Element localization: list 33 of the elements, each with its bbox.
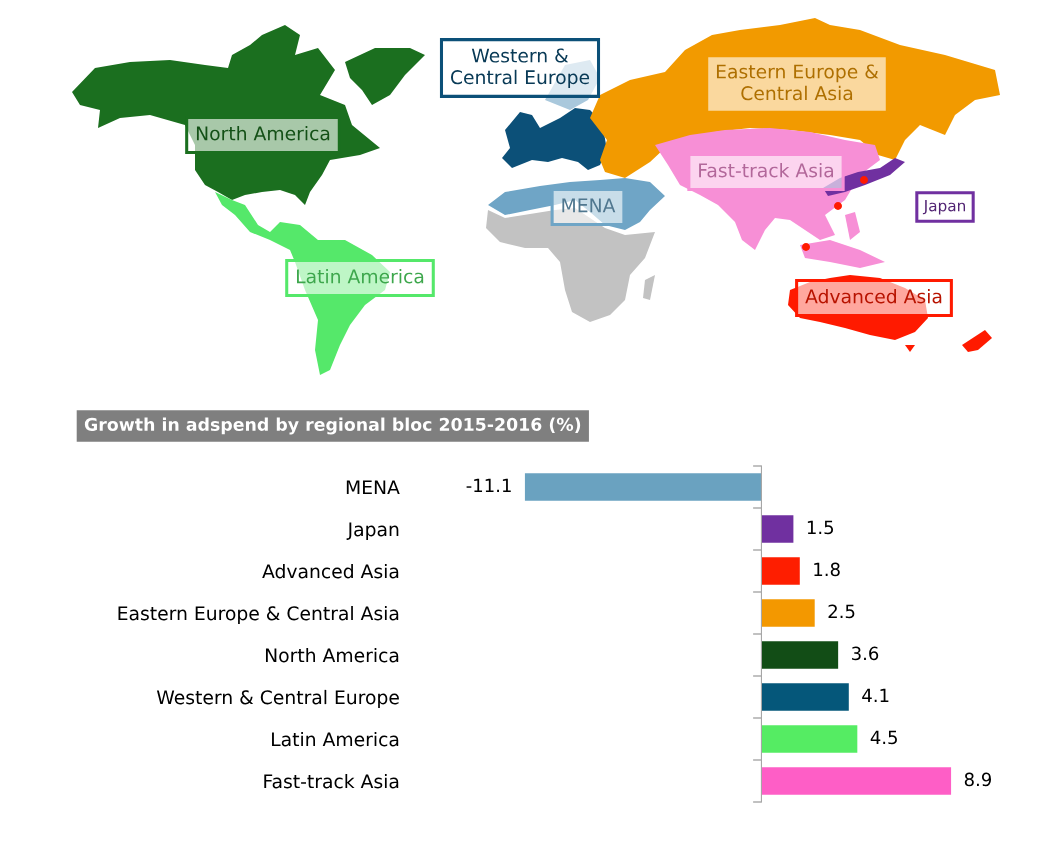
category-label: Fast-track Asia bbox=[699, 162, 834, 178]
bar bbox=[524, 473, 762, 501]
bar bbox=[761, 767, 952, 795]
data-label: 8.9 bbox=[964, 772, 992, 787]
y-tick-label: MENA bbox=[346, 480, 400, 495]
text: Growth in adspend by regional bloc 2015-2016 (%) bbox=[84, 417, 581, 435]
y-tick-label: Western & Central Europe bbox=[156, 689, 399, 709]
bar bbox=[761, 599, 815, 627]
data-label: 3.6 bbox=[852, 646, 879, 661]
category-label: Latin America bbox=[297, 268, 424, 284]
data-label: 1.5 bbox=[807, 520, 834, 535]
bar bbox=[761, 683, 849, 711]
y-tick-label: North America bbox=[265, 647, 399, 663]
y-tick-label: Advanced Asia bbox=[262, 563, 399, 579]
y-tick-label: Latin America bbox=[272, 731, 399, 747]
bar bbox=[761, 641, 839, 669]
category-label: Eastern Europe & Central Asia bbox=[716, 64, 879, 101]
y-tick-label: Japan bbox=[346, 522, 399, 541]
data-label: 2.5 bbox=[828, 604, 855, 619]
data-label: 4.5 bbox=[870, 730, 897, 745]
category-label: Japan bbox=[922, 200, 966, 215]
category-label: MENA bbox=[562, 198, 616, 213]
category-label: Advanced Asia bbox=[805, 288, 942, 304]
y-tick-label: Eastern Europe & Central Asia bbox=[118, 605, 399, 625]
bar bbox=[761, 515, 794, 543]
bar bbox=[761, 725, 858, 753]
data-label: -11.1 bbox=[466, 478, 511, 492]
bar bbox=[761, 557, 800, 585]
data-label: 4.1 bbox=[862, 688, 889, 702]
y-tick-label: Fast-track Asia bbox=[264, 773, 399, 789]
data-label: 1.8 bbox=[814, 562, 840, 577]
category-label: North America bbox=[196, 125, 330, 141]
category-label: Western & Central Europe bbox=[450, 48, 590, 88]
